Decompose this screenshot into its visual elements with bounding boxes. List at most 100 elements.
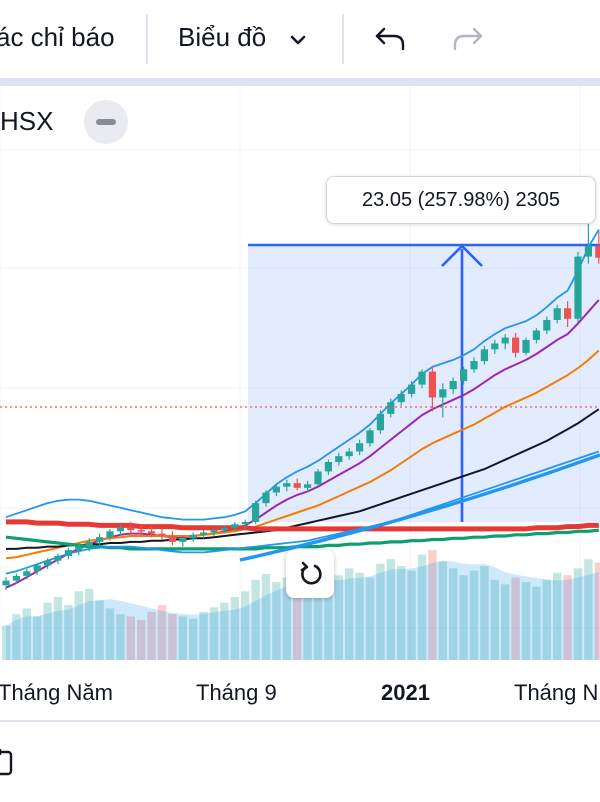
volume-bar (417, 554, 427, 660)
candle-body (501, 337, 509, 344)
candle-body (387, 402, 395, 414)
candle-body (231, 524, 239, 528)
reset-chart-button[interactable] (286, 550, 334, 598)
indicators-button[interactable]: ác chỉ báo (0, 22, 115, 52)
volume-bar (407, 570, 416, 660)
measure-arrow-head (441, 244, 483, 267)
candle-body (553, 308, 561, 320)
volume-bar (241, 591, 250, 660)
x-tick-label: Tháng 9 (196, 680, 277, 705)
toolbar-divider (146, 14, 148, 64)
candle-body (293, 483, 301, 488)
volume-bar (594, 562, 600, 660)
volume-bar (74, 591, 83, 660)
volume-bar (324, 570, 333, 660)
volume-bar (251, 579, 260, 660)
candle-body (418, 371, 426, 385)
candle-body (272, 486, 280, 493)
reset-icon (300, 561, 322, 585)
volume-bar (553, 572, 562, 660)
volume-bar (157, 605, 167, 660)
moving-average-ma_slow (6, 408, 600, 550)
candle-body (397, 393, 405, 403)
candle-body (64, 550, 72, 556)
candle-body (44, 560, 52, 566)
chart-type-button[interactable]: Biểu đồ (178, 22, 267, 52)
bottom-bar (0, 720, 600, 802)
chevron-down-icon[interactable] (288, 30, 308, 50)
volume-bar (501, 584, 510, 660)
volume-bar (490, 579, 499, 660)
candle-body (200, 532, 208, 535)
price-chart[interactable] (0, 86, 600, 660)
candle-body (304, 484, 312, 488)
volume-bar (12, 614, 21, 660)
volume-bar (64, 605, 73, 660)
trend-line (239, 453, 600, 562)
volume-bar (511, 577, 520, 660)
volume-bar (532, 586, 541, 660)
redo-arrow-icon[interactable] (450, 24, 486, 54)
volume-bar (230, 596, 239, 660)
volume-bar (43, 602, 52, 660)
volume-bar (293, 586, 302, 660)
candle-body (96, 537, 104, 542)
candle-body (189, 534, 197, 539)
x-tick-label: Tháng Năm (0, 680, 113, 705)
candle-body (137, 530, 145, 532)
volume-bar (282, 577, 291, 660)
candle-body (283, 483, 291, 487)
volume-bar (168, 614, 177, 660)
candle-body (75, 546, 83, 551)
candle-body (564, 308, 572, 319)
moving-average-bollinger (5, 450, 600, 575)
candle-body (470, 361, 478, 370)
candle-body (2, 580, 10, 586)
candle-body (439, 389, 447, 398)
candle-body (543, 319, 551, 331)
volume-bar (397, 566, 406, 660)
collapse-legend-button[interactable] (84, 100, 128, 144)
calendar-icon[interactable] (0, 748, 14, 778)
volume-bar (1, 625, 11, 660)
volume-bar (209, 607, 219, 660)
candle-body (449, 381, 457, 390)
candle-body (314, 471, 322, 485)
measure-tooltip: 23.05 (257.98%) 2305 (326, 176, 596, 224)
candle-body (376, 413, 384, 431)
candle-body (345, 451, 353, 457)
volume-bar (147, 611, 156, 660)
volume-bar (376, 563, 385, 660)
time-axis[interactable]: Tháng Năm Tháng 9 2021 Tháng N (0, 660, 600, 720)
volume-bar (95, 600, 104, 660)
candle-body (460, 369, 468, 382)
candle-body (262, 492, 270, 504)
candle-body (356, 443, 364, 452)
volume-bar (199, 611, 208, 660)
candle-body (366, 430, 374, 444)
volume-bar (261, 574, 271, 660)
candle-body (584, 246, 592, 257)
candle-body (127, 527, 135, 531)
candle-body (12, 575, 20, 581)
candle-body (33, 565, 41, 572)
candle-body (148, 531, 156, 534)
volume-bar (105, 608, 115, 660)
candle-body (210, 530, 218, 533)
candle-body (220, 527, 228, 531)
candle-body (23, 571, 31, 576)
top-toolbar: ác chỉ báo Biểu đồ (0, 0, 600, 78)
toolbar-divider (342, 14, 344, 64)
candle-body (252, 503, 260, 522)
moving-average-bollinger (5, 229, 600, 521)
volume-bar (345, 568, 354, 660)
volume-bar (33, 616, 42, 660)
candle-body (522, 339, 530, 353)
volume-bar (365, 577, 375, 660)
x-tick-label: Tháng N (514, 680, 599, 705)
volume-bar (355, 572, 364, 660)
undo-arrow-icon[interactable] (372, 24, 408, 54)
candle-body (491, 343, 499, 350)
volume-bar (563, 575, 572, 660)
candle-body (54, 555, 62, 561)
